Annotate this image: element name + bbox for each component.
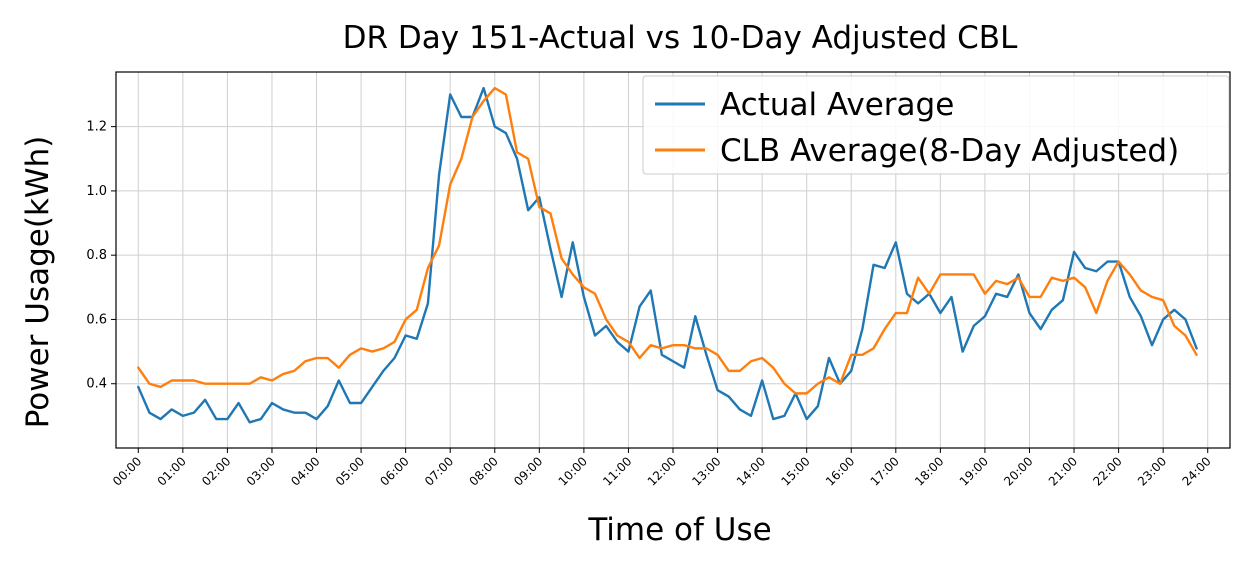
y-tick-label: 0.8	[86, 248, 107, 263]
x-tick-label: 09:00	[511, 454, 545, 488]
x-tick-label: 10:00	[556, 454, 590, 488]
legend-box	[642, 75, 1230, 175]
chart-title: DR Day 151-Actual vs 10-Day Adjusted CBL	[343, 20, 1018, 56]
tick-layer: 00:00 01:00 02:00 03:00 04:00 05:00 06:00 07:00…	[86, 120, 1214, 489]
x-tick-label: 01:00	[155, 454, 189, 488]
x-tick-label: 12:00	[645, 454, 679, 488]
clb-average-line	[137, 86, 1198, 395]
x-tick-label: 16:00	[823, 454, 857, 488]
x-tick-label: 23:00	[1135, 454, 1169, 488]
x-tick-label: 21:00	[1046, 454, 1080, 488]
y-tick-label: 1.0	[86, 184, 107, 199]
x-tick-label: 13:00	[689, 454, 723, 488]
x-tick-label: 11:00	[600, 454, 634, 488]
y-tick-label: 0.6	[86, 312, 107, 327]
x-tick-label: 22:00	[1090, 454, 1124, 488]
x-tick-label: 06:00	[377, 454, 411, 488]
grid	[116, 72, 1230, 448]
x-axis-label: Time of Use	[587, 512, 771, 548]
series-layer	[137, 86, 1198, 424]
x-tick-label: 08:00	[467, 454, 501, 488]
y-tick-label: 0.4	[86, 377, 107, 392]
x-tick-label: 18:00	[912, 454, 946, 488]
x-tick-label: 19:00	[957, 454, 991, 488]
x-tick-label: 14:00	[734, 454, 768, 488]
x-tick-label: 04:00	[288, 454, 322, 488]
y-tick-label: 1.2	[86, 120, 107, 135]
x-tick-label: 07:00	[422, 454, 456, 488]
legend: Actual Average CLB Average(8-Day Adjusted…	[642, 75, 1230, 175]
y-axis-label: Power Usage(kWh)	[20, 136, 56, 429]
x-tick-label: 00:00	[110, 454, 144, 488]
x-tick-label: 02:00	[199, 454, 233, 488]
x-tick-label: 05:00	[333, 454, 367, 488]
x-tick-label: 17:00	[868, 454, 902, 488]
legend-label: Actual Average	[720, 87, 954, 123]
x-tick-label: 15:00	[778, 454, 812, 488]
x-tick-label: 03:00	[244, 454, 278, 488]
x-tick-label: 20:00	[1001, 454, 1035, 488]
x-tick-label: 24:00	[1179, 454, 1213, 488]
legend-label: CLB Average(8-Day Adjusted)	[720, 133, 1179, 169]
